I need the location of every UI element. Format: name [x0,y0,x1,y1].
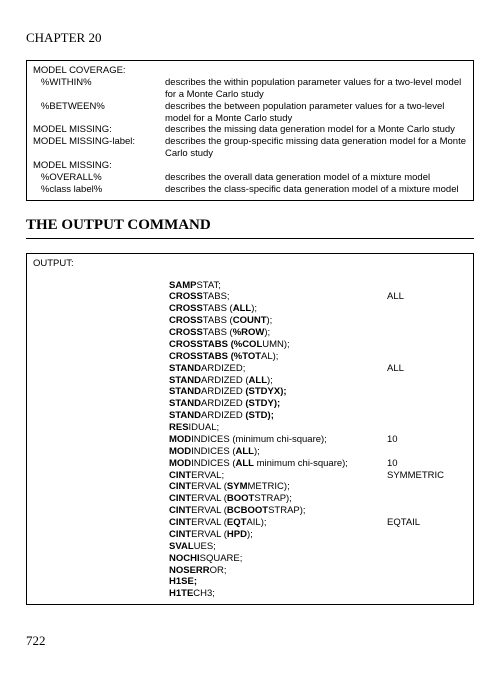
output-row: STANDARDIZED (ALL); [33,375,467,387]
output-right: 10 [387,434,467,446]
output-row: RESIDUAL; [33,422,467,434]
table1-desc: describes the within population paramete… [165,77,467,101]
output-command: CROSSTABS (%ROW); [169,327,387,339]
output-command: NOCHISQUARE; [169,553,387,565]
table2-header: OUTPUT: [33,258,74,270]
output-row: H1TECH3; [33,588,467,600]
table1-row: MODEL MISSING-label:describes the group-… [33,136,467,160]
output-row: NOSERROR; [33,565,467,577]
output-row: CINTERVAL (BOOTSTRAP); [33,493,467,505]
table1-label: MODEL MISSING: [33,124,165,136]
table1-label: MODEL MISSING-label: [33,136,165,148]
divider [26,238,474,239]
output-command: SAMPSTAT; [169,280,387,292]
page-number: 722 [26,633,474,649]
section-heading: THE OUTPUT COMMAND [26,217,474,234]
output-command: CROSSTABS (%COLUMN); [169,339,387,351]
output-row: STANDARDIZED (STDY); [33,398,467,410]
output-row: MODINDICES (ALL minimum chi-square);10 [33,458,467,470]
output-command: MODINDICES (minimum chi-square); [169,434,387,446]
table1-row: MODEL MISSING: [33,160,467,172]
output-row: STANDARDIZED (STDYX); [33,386,467,398]
spacer [33,270,467,280]
table1-row: %WITHIN%describes the within population … [33,77,467,101]
output-row: SAMPSTAT; [33,280,467,292]
output-command: RESIDUAL; [169,422,387,434]
output-command: CROSSTABS; [169,291,387,303]
output-row: CROSSTABS;ALL [33,291,467,303]
output-command: MODINDICES (ALL minimum chi-square); [169,458,387,470]
table1-desc: describes the group-specific missing dat… [165,136,467,160]
table1-row: %class label%describes the class-specifi… [33,184,467,196]
output-command: NOSERROR; [169,565,387,577]
output-right: 10 [387,458,467,470]
output-command: CROSSTABS (ALL); [169,303,387,315]
table1-desc: describes the overall data generation mo… [165,172,467,184]
table1-label: %class label% [33,184,165,196]
output-command: STANDARDIZED (STDYX); [169,386,387,398]
output-row: CINTERVAL (SYMMETRIC); [33,481,467,493]
output-command: CINTERVAL; [169,470,387,482]
output-row: MODINDICES (ALL); [33,446,467,458]
output-row: NOCHISQUARE; [33,553,467,565]
table1-row: %BETWEEN%describes the between populatio… [33,101,467,125]
output-command: STANDARDIZED (STDY); [169,398,387,410]
output-command: H1SE; [169,576,387,588]
output-command: STANDARDIZED; [169,363,387,375]
table1-label: %BETWEEN% [33,101,165,113]
output-row: CINTERVAL (BCBOOTSTRAP); [33,505,467,517]
output-command: H1TECH3; [169,588,387,600]
output-command: STANDARDIZED (ALL); [169,375,387,387]
output-command: CINTERVAL (BCBOOTSTRAP); [169,505,387,517]
output-row: STANDARDIZED;ALL [33,363,467,375]
output-command: CINTERVAL (HPD); [169,529,387,541]
table1-label: %WITHIN% [33,77,165,89]
output-command: SVALUES; [169,541,387,553]
output-command: CROSSTABS (%TOTAL); [169,351,387,363]
output-row: MODINDICES (minimum chi-square);10 [33,434,467,446]
model-coverage-table: MODEL COVERAGE: %WITHIN%describes the wi… [26,60,474,201]
output-right: SYMMETRIC [387,470,467,482]
output-command: CINTERVAL (EQTAIL); [169,517,387,529]
output-row: CROSSTABS (%TOTAL); [33,351,467,363]
chapter-label: CHAPTER 20 [26,30,474,46]
output-command: CROSSTABS (COUNT); [169,315,387,327]
table1-desc: describes the class-specific data genera… [165,184,467,196]
table1-desc: describes the between population paramet… [165,101,467,125]
table1-row: %OVERALL%describes the overall data gene… [33,172,467,184]
output-command: CINTERVAL (SYMMETRIC); [169,481,387,493]
output-row: STANDARDIZED (STD); [33,410,467,422]
table1-label: MODEL MISSING: [33,160,165,172]
output-command: MODINDICES (ALL); [169,446,387,458]
output-right: EQTAIL [387,517,467,529]
output-row: CROSSTABS (%ROW); [33,327,467,339]
output-row: CINTERVAL (HPD); [33,529,467,541]
table1-header: MODEL COVERAGE: [33,65,165,77]
output-row: CROSSTABS (ALL); [33,303,467,315]
output-row: CROSSTABS (COUNT); [33,315,467,327]
table1-desc: describes the missing data generation mo… [165,124,467,136]
output-row: CINTERVAL;SYMMETRIC [33,470,467,482]
output-table: OUTPUT: SAMPSTAT;CROSSTABS;ALLCROSSTABS … [26,253,474,606]
output-right: ALL [387,363,467,375]
output-command: STANDARDIZED (STD); [169,410,387,422]
table1-row: MODEL MISSING:describes the missing data… [33,124,467,136]
output-row: H1SE; [33,576,467,588]
output-row: CINTERVAL (EQTAIL);EQTAIL [33,517,467,529]
output-command: CINTERVAL (BOOTSTRAP); [169,493,387,505]
output-right: ALL [387,291,467,303]
output-row: SVALUES; [33,541,467,553]
output-row: CROSSTABS (%COLUMN); [33,339,467,351]
table1-label: %OVERALL% [33,172,165,184]
